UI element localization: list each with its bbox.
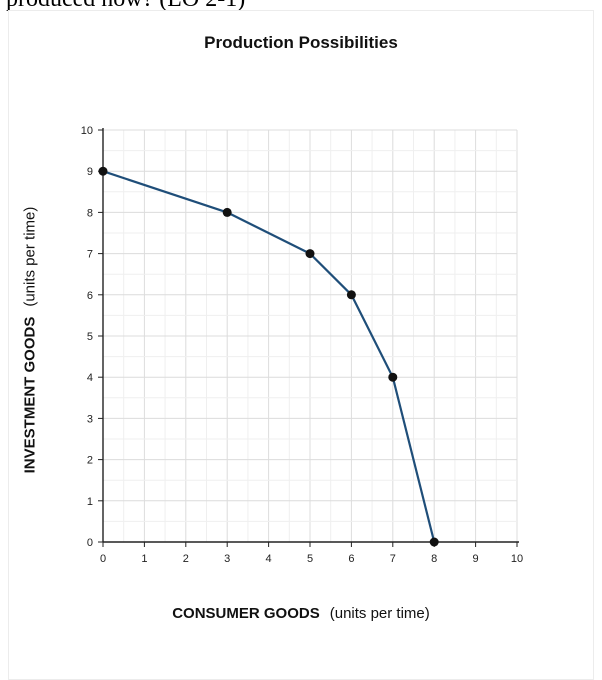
data-point <box>388 372 398 382</box>
x-axis-label: CONSUMER GOODS (units per time) <box>0 605 602 622</box>
y-tick-label: 10 <box>81 125 93 137</box>
y-tick-label: 3 <box>87 413 93 425</box>
x-tick-label: 0 <box>100 553 106 565</box>
y-tick-label: 4 <box>87 372 93 384</box>
y-tick-label: 2 <box>87 455 93 467</box>
y-tick-label: 6 <box>87 290 93 302</box>
y-tick-label: 7 <box>87 249 93 261</box>
data-point <box>305 249 315 259</box>
y-tick-label: 9 <box>87 166 93 178</box>
x-tick-label: 6 <box>348 553 354 565</box>
x-tick-label: 7 <box>390 553 396 565</box>
ppf-curve-line <box>102 170 436 543</box>
y-tick-label: 0 <box>87 537 93 549</box>
y-tick-label: 5 <box>87 331 93 343</box>
x-tick-label: 9 <box>473 553 479 565</box>
x-tick-label: 10 <box>511 553 523 565</box>
x-tick-label: 4 <box>266 553 272 565</box>
y-tick-label: 1 <box>87 496 93 508</box>
x-tick-label: 8 <box>431 553 437 565</box>
y-tick-label: 8 <box>87 207 93 219</box>
x-tick-label: 5 <box>307 553 313 565</box>
data-point <box>98 166 108 176</box>
x-tick-label: 3 <box>224 553 230 565</box>
x-axis-label-main: CONSUMER GOODS <box>172 605 320 622</box>
data-point <box>222 207 232 217</box>
data-point <box>429 537 439 547</box>
chart-title: Production Possibilities <box>204 33 398 52</box>
x-axis-label-unit: (units per time) <box>329 605 430 622</box>
data-point <box>346 290 356 300</box>
question-text-fragment: produced now? (LO 2-1) <box>6 0 245 13</box>
x-tick-label: 2 <box>183 553 189 565</box>
x-tick-label: 1 <box>141 553 147 565</box>
